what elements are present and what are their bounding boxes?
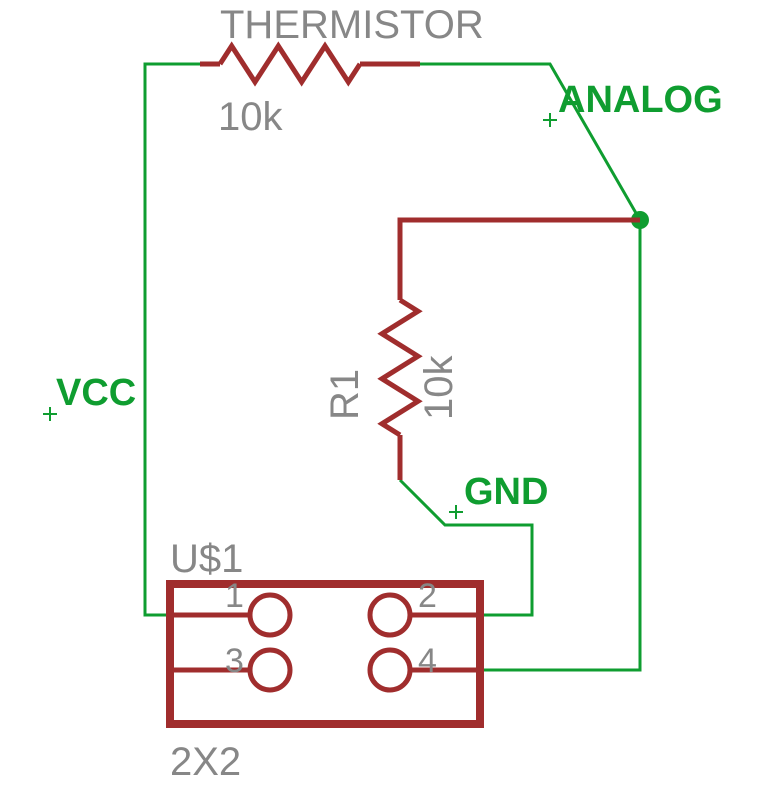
pin-1-pad — [250, 595, 290, 635]
r1-value-label: 10k — [417, 355, 461, 420]
netlabel-analog: ANALOG — [558, 79, 723, 121]
pin-2-pad — [370, 595, 410, 635]
pin-4-pad — [370, 650, 410, 690]
pin-2-number: 2 — [418, 577, 437, 615]
header-pkg-label: 2X2 — [170, 740, 241, 784]
thermistor-body — [220, 46, 360, 82]
r1-lead-top — [400, 220, 640, 300]
thermistor-value-label: 10k — [218, 95, 283, 139]
netlabel-vcc: VCC — [56, 372, 136, 414]
r1-body — [382, 300, 418, 435]
thermistor-name-label: THERMISTOR — [220, 3, 484, 47]
wire-analog-down — [480, 220, 640, 670]
wire-vcc — [145, 64, 220, 615]
pin-3-pad — [250, 650, 290, 690]
pin-3-number: 3 — [225, 642, 244, 680]
header-ref-label: U$1 — [170, 537, 243, 581]
pin-4-number: 4 — [418, 642, 437, 680]
pin-1-number: 1 — [225, 577, 244, 615]
netlabel-gnd: GND — [464, 471, 548, 513]
r1-name-label: R1 — [323, 369, 367, 420]
